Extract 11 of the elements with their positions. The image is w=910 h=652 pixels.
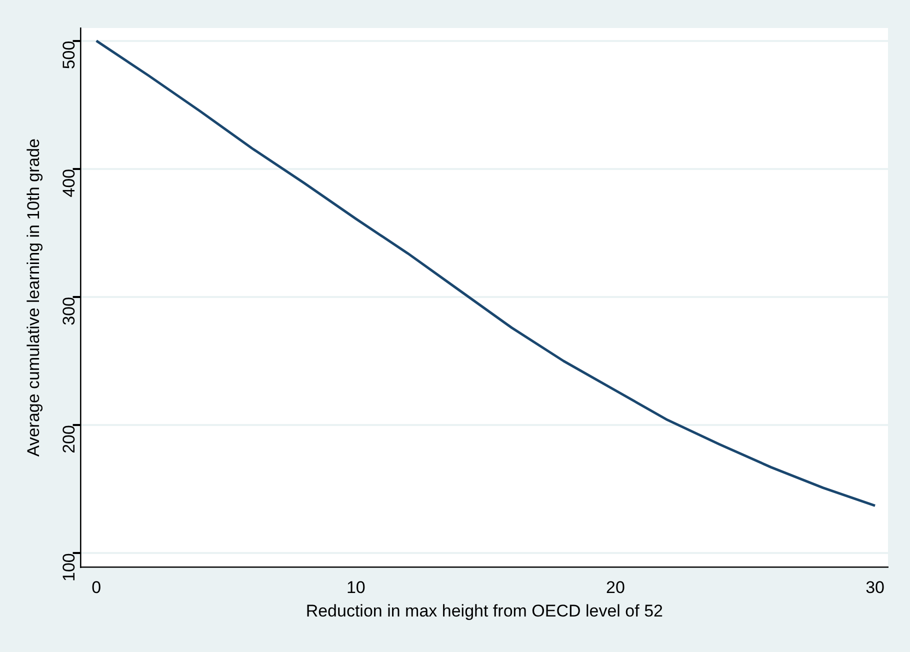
y-tick-label: 400 [59, 168, 78, 198]
y-axis-title: Average cumulative learning in 10th grade [24, 138, 43, 457]
y-tick-label: 500 [59, 40, 78, 70]
y-tick-label: 200 [59, 425, 78, 454]
x-tick-label: 30 [866, 578, 884, 598]
x-tick-label: 20 [606, 578, 625, 598]
x-tick-label: 0 [92, 578, 102, 598]
y-tick-label: 100 [59, 553, 78, 582]
y-tick-label: 300 [59, 296, 78, 326]
x-tick-label: 10 [346, 578, 366, 598]
x-axis-title: Reduction in max height from OECD level of 52 [306, 601, 663, 620]
